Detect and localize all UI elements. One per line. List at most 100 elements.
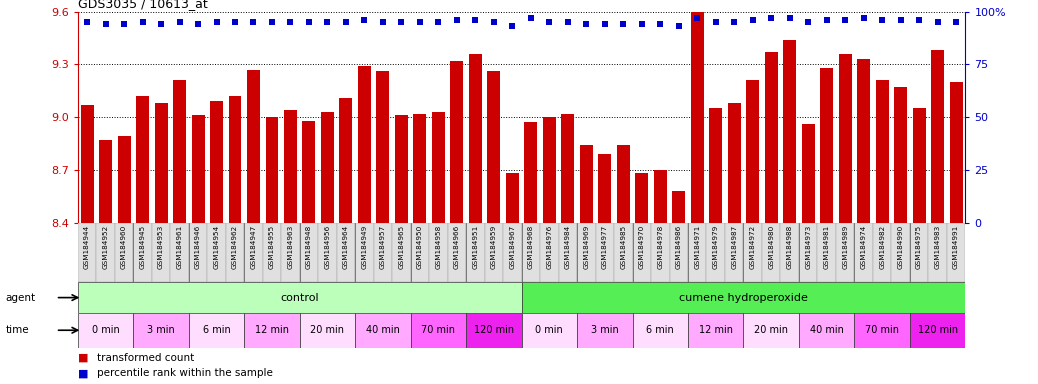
- Text: GDS3035 / 10613_at: GDS3035 / 10613_at: [78, 0, 208, 10]
- Bar: [558, 223, 577, 282]
- Point: [800, 19, 817, 25]
- Point: [929, 19, 946, 25]
- Text: percentile rank within the sample: percentile rank within the sample: [97, 368, 272, 378]
- Bar: [818, 223, 836, 282]
- Bar: [432, 112, 445, 223]
- Text: GSM184947: GSM184947: [250, 225, 256, 269]
- Point: [893, 17, 909, 23]
- Bar: [411, 313, 466, 348]
- Bar: [78, 313, 133, 348]
- Text: GSM184953: GSM184953: [158, 225, 164, 269]
- Point: [486, 19, 502, 25]
- Text: GSM184976: GSM184976: [546, 225, 552, 269]
- Text: GSM184973: GSM184973: [805, 225, 811, 269]
- Text: GSM184969: GSM184969: [583, 225, 590, 269]
- Bar: [447, 223, 466, 282]
- Point: [708, 19, 725, 25]
- Point: [874, 17, 891, 23]
- Point: [467, 17, 484, 23]
- Text: ■: ■: [78, 353, 88, 363]
- Bar: [912, 108, 926, 223]
- Bar: [521, 282, 965, 313]
- Point: [356, 17, 373, 23]
- Bar: [413, 114, 427, 223]
- Bar: [543, 117, 555, 223]
- Bar: [78, 282, 522, 313]
- Bar: [521, 223, 540, 282]
- Bar: [173, 80, 186, 223]
- Bar: [466, 223, 485, 282]
- Bar: [81, 105, 93, 223]
- Bar: [244, 223, 263, 282]
- Bar: [133, 313, 189, 348]
- Text: agent: agent: [5, 293, 35, 303]
- Bar: [799, 313, 854, 348]
- Bar: [300, 313, 355, 348]
- Bar: [743, 223, 762, 282]
- Bar: [857, 59, 870, 223]
- Bar: [411, 223, 429, 282]
- Bar: [762, 223, 781, 282]
- Point: [375, 19, 391, 25]
- Bar: [189, 223, 208, 282]
- Bar: [854, 223, 873, 282]
- Text: transformed count: transformed count: [97, 353, 194, 363]
- Bar: [910, 223, 928, 282]
- Text: GSM184972: GSM184972: [749, 225, 756, 269]
- Point: [855, 15, 872, 21]
- Point: [264, 19, 280, 25]
- Text: 3 min: 3 min: [591, 325, 619, 335]
- Bar: [78, 223, 97, 282]
- Bar: [355, 313, 411, 348]
- Bar: [450, 61, 463, 223]
- Bar: [319, 223, 336, 282]
- Text: GSM184954: GSM184954: [214, 225, 219, 269]
- Bar: [374, 223, 392, 282]
- Text: GSM184965: GSM184965: [399, 225, 405, 269]
- Point: [578, 21, 595, 27]
- Bar: [614, 223, 632, 282]
- Point: [633, 21, 650, 27]
- Text: GSM184978: GSM184978: [657, 225, 663, 269]
- Bar: [115, 223, 133, 282]
- Bar: [562, 114, 574, 223]
- Bar: [263, 223, 281, 282]
- Text: GSM184983: GSM184983: [934, 225, 940, 269]
- Text: GSM184971: GSM184971: [694, 225, 701, 269]
- Bar: [743, 313, 799, 348]
- Bar: [728, 103, 741, 223]
- Bar: [725, 223, 743, 282]
- Bar: [577, 313, 632, 348]
- Text: control: control: [280, 293, 319, 303]
- Text: GSM184990: GSM184990: [898, 225, 904, 269]
- Bar: [673, 191, 685, 223]
- Text: GSM184987: GSM184987: [731, 225, 737, 269]
- Point: [726, 19, 742, 25]
- Text: GSM184980: GSM184980: [768, 225, 774, 269]
- Bar: [596, 223, 614, 282]
- Text: GSM184963: GSM184963: [288, 225, 294, 269]
- Text: GSM184956: GSM184956: [325, 225, 330, 269]
- Bar: [820, 68, 834, 223]
- Bar: [244, 313, 300, 348]
- Bar: [117, 136, 131, 223]
- Text: GSM184981: GSM184981: [824, 225, 829, 269]
- Point: [948, 19, 964, 25]
- Bar: [876, 80, 889, 223]
- Text: GSM184960: GSM184960: [121, 225, 127, 269]
- Text: GSM184955: GSM184955: [269, 225, 275, 269]
- Text: GSM184950: GSM184950: [417, 225, 422, 269]
- Text: GSM184984: GSM184984: [565, 225, 571, 269]
- Bar: [580, 145, 593, 223]
- Text: GSM184989: GSM184989: [842, 225, 848, 269]
- Bar: [765, 52, 777, 223]
- Text: 70 min: 70 min: [865, 325, 899, 335]
- Bar: [947, 223, 965, 282]
- Point: [430, 19, 446, 25]
- Bar: [635, 174, 649, 223]
- Bar: [781, 223, 799, 282]
- Text: GSM184944: GSM184944: [84, 225, 90, 269]
- Bar: [577, 223, 596, 282]
- Bar: [321, 112, 334, 223]
- Bar: [688, 313, 743, 348]
